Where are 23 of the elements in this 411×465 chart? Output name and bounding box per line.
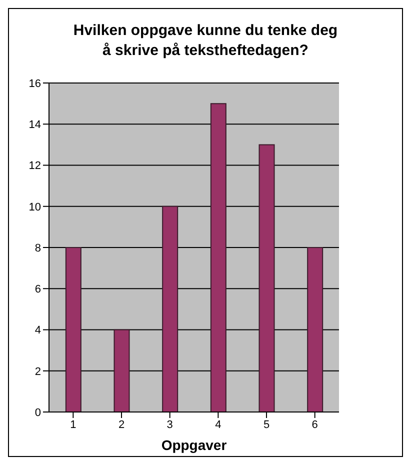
y-tick-label: 16 <box>28 78 41 90</box>
y-tick-label: 4 <box>34 324 41 337</box>
bar <box>65 247 82 412</box>
bar <box>210 103 226 412</box>
x-tick-label: 1 <box>70 418 76 431</box>
y-tick-label: 8 <box>34 242 41 254</box>
x-axis-title: Oppgaver <box>161 437 228 453</box>
y-tick-label: 12 <box>28 160 41 172</box>
x-tick-label: 2 <box>118 418 125 431</box>
y-tick-label: 0 <box>34 406 41 419</box>
x-tick-label: 3 <box>166 418 173 431</box>
y-tick-label: 14 <box>28 119 41 132</box>
y-tick-label: 2 <box>34 366 41 378</box>
chart-title: Hvilken oppgave kunne du tenke deg å skrive på tekstheftedagen? <box>72 21 339 61</box>
y-tick-label: 6 <box>34 284 41 296</box>
x-tick-label: 4 <box>215 418 222 431</box>
bar <box>162 206 178 412</box>
bar <box>307 247 324 412</box>
bar <box>114 329 130 412</box>
x-tick-label: 6 <box>312 418 318 431</box>
x-tick-label: 5 <box>263 418 270 431</box>
bar <box>258 144 275 412</box>
y-tick-label: 10 <box>28 201 41 214</box>
